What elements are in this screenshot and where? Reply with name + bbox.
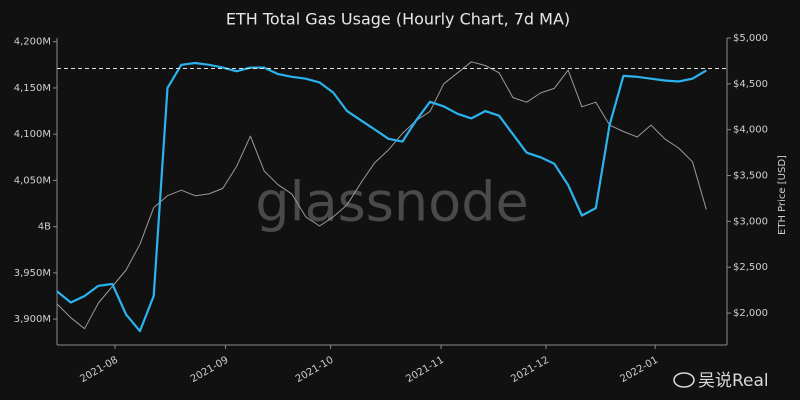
y2-tick-label: $2,500: [733, 262, 768, 273]
weibo-icon: [673, 372, 695, 388]
chart-title: ETH Total Gas Usage (Hourly Chart, 7d MA…: [226, 10, 570, 29]
y-tick-label: 4,200M: [14, 37, 51, 48]
source-mark: 吴说Real: [698, 371, 769, 391]
y-tick-label: 4,150M: [14, 83, 51, 94]
series-line: [56, 61, 707, 333]
y2-tick-label: $5,000: [733, 33, 768, 44]
y-tick-label: 4B: [38, 222, 51, 233]
y2-tick-label: $4,500: [733, 79, 768, 90]
y-tick-label: 4,100M: [14, 129, 51, 140]
y2-tick-label: $2,000: [733, 308, 768, 319]
series-line: [56, 61, 707, 330]
y2-axis-label: ETH Price [USD]: [777, 155, 788, 235]
y2-tick-label: $3,000: [733, 216, 768, 227]
source-mark-group: 吴说Real: [673, 371, 769, 391]
y-tick-label: 3,950M: [14, 268, 51, 279]
y-tick-label: 3,900M: [14, 314, 51, 325]
y-tick-label: 4,050M: [14, 175, 51, 186]
y2-tick-label: $4,000: [733, 125, 768, 136]
watermark: glassnode: [255, 171, 528, 234]
y2-tick-label: $3,500: [733, 171, 768, 182]
